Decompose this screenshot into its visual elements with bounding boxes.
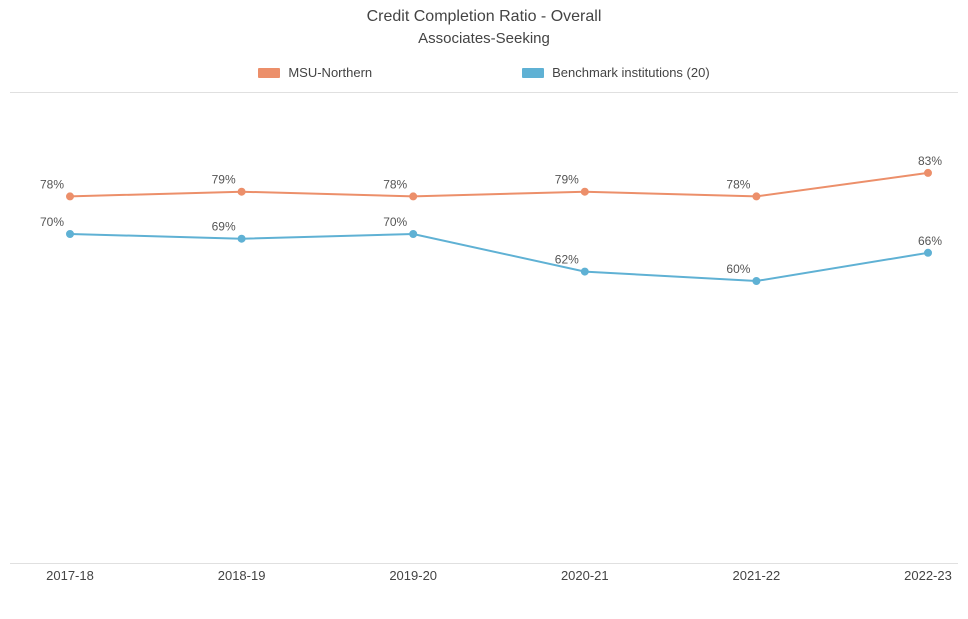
chart-subtitle: Associates-Seeking bbox=[0, 30, 968, 47]
data-point bbox=[753, 278, 760, 285]
data-label: 78% bbox=[40, 177, 64, 191]
x-tick: 2022-23 bbox=[904, 568, 952, 583]
data-point bbox=[753, 193, 760, 200]
data-label: 70% bbox=[40, 215, 64, 229]
x-tick: 2019-20 bbox=[389, 568, 437, 583]
data-label: 60% bbox=[726, 262, 750, 276]
data-point bbox=[581, 188, 588, 195]
data-label: 69% bbox=[212, 220, 236, 234]
data-label: 62% bbox=[555, 253, 579, 267]
x-tick: 2018-19 bbox=[218, 568, 266, 583]
legend-swatch-0 bbox=[258, 68, 280, 78]
data-label: 66% bbox=[918, 234, 942, 248]
x-tick: 2020-21 bbox=[561, 568, 609, 583]
plot-area: 78% 79% 78% 79% 78% 83% 70% 69% 70% 62% 60% 66% bbox=[10, 92, 958, 564]
x-tick: 2021-22 bbox=[733, 568, 781, 583]
chart-svg: 78% 79% 78% 79% 78% 83% 70% 69% 70% 62% 60% 66% bbox=[10, 93, 958, 563]
data-point bbox=[410, 231, 417, 238]
legend-item-series-1: Benchmark institutions (20) bbox=[522, 65, 710, 80]
data-point bbox=[925, 169, 932, 176]
data-label: 79% bbox=[555, 173, 579, 187]
legend-label-1: Benchmark institutions (20) bbox=[552, 65, 710, 80]
data-label: 79% bbox=[212, 173, 236, 187]
chart-title: Credit Completion Ratio - Overall bbox=[0, 8, 968, 26]
legend-label-0: MSU-Northern bbox=[288, 65, 372, 80]
x-tick: 2017-18 bbox=[46, 568, 94, 583]
data-label: 83% bbox=[918, 154, 942, 168]
series-line bbox=[70, 173, 928, 197]
legend-swatch-1 bbox=[522, 68, 544, 78]
data-point bbox=[410, 193, 417, 200]
series-line bbox=[70, 234, 928, 281]
legend: MSU-Northern Benchmark institutions (20) bbox=[0, 65, 968, 80]
data-label: 78% bbox=[383, 177, 407, 191]
data-point bbox=[67, 193, 74, 200]
data-point bbox=[581, 268, 588, 275]
data-label: 70% bbox=[383, 215, 407, 229]
data-label: 78% bbox=[726, 177, 750, 191]
data-point bbox=[925, 249, 932, 256]
data-point bbox=[238, 188, 245, 195]
data-point bbox=[238, 235, 245, 242]
data-point bbox=[67, 231, 74, 238]
legend-item-series-0: MSU-Northern bbox=[258, 65, 372, 80]
